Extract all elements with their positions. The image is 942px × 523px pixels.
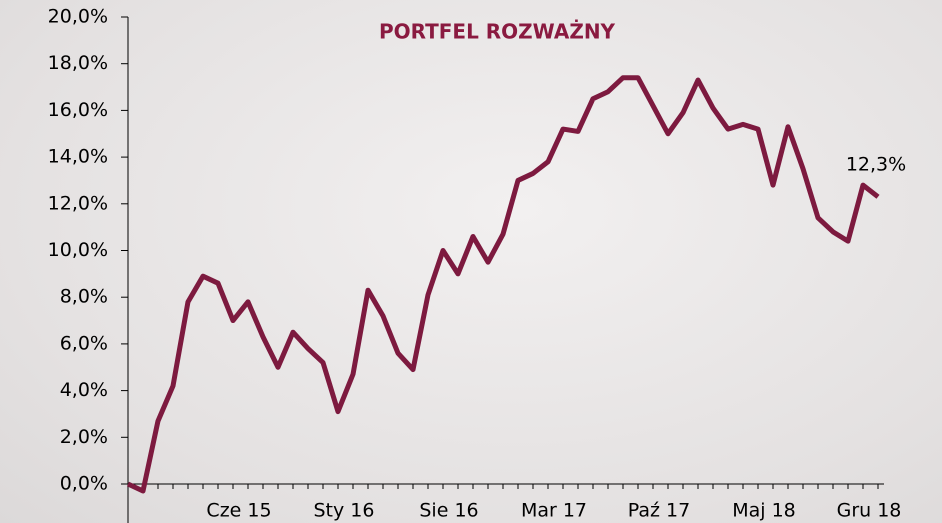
y-tick-label: 12,0% bbox=[48, 192, 108, 214]
y-tick-label: 16,0% bbox=[48, 99, 108, 121]
x-tick-label: Gru 18 bbox=[837, 500, 902, 522]
x-tick-label: Cze 15 bbox=[206, 500, 271, 522]
y-tick-label: 0,0% bbox=[60, 473, 108, 495]
x-tick-label: Maj 18 bbox=[732, 500, 796, 522]
y-tick-label: 6,0% bbox=[60, 332, 108, 354]
y-tick-label: 14,0% bbox=[48, 146, 108, 168]
y-tick-label: 18,0% bbox=[48, 52, 108, 74]
data-label: 12,3% bbox=[846, 153, 906, 175]
chart-title: PORTFEL ROZWAŻNY bbox=[379, 20, 616, 44]
y-tick-label: 8,0% bbox=[60, 286, 108, 308]
x-tick-label: Mar 17 bbox=[521, 500, 587, 522]
y-tick-label: 2,0% bbox=[60, 426, 108, 448]
x-tick-label: Sie 16 bbox=[419, 500, 478, 522]
y-tick-label: 20,0% bbox=[48, 6, 108, 28]
data-line bbox=[126, 75, 880, 494]
y-tick-label: 4,0% bbox=[60, 379, 108, 401]
y-tick-label: 10,0% bbox=[48, 239, 108, 261]
x-tick-label: Paź 17 bbox=[628, 500, 690, 522]
x-tick-label: Sty 16 bbox=[314, 500, 375, 522]
